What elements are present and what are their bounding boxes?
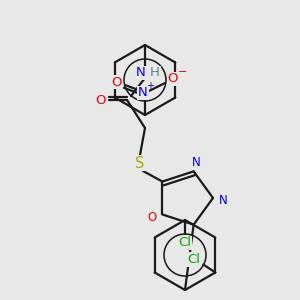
Text: Cl: Cl	[187, 253, 200, 266]
Text: +: +	[146, 81, 154, 91]
Text: O: O	[111, 76, 121, 88]
Text: N: N	[138, 86, 148, 100]
Text: O: O	[148, 211, 157, 224]
Text: S: S	[135, 155, 145, 170]
Text: O: O	[168, 73, 178, 85]
Text: N: N	[192, 156, 201, 169]
Text: N: N	[136, 67, 146, 80]
Text: N: N	[219, 194, 227, 208]
Text: Cl: Cl	[178, 236, 191, 250]
Text: O: O	[96, 94, 106, 106]
Text: H: H	[150, 67, 160, 80]
Text: −: −	[178, 67, 188, 77]
